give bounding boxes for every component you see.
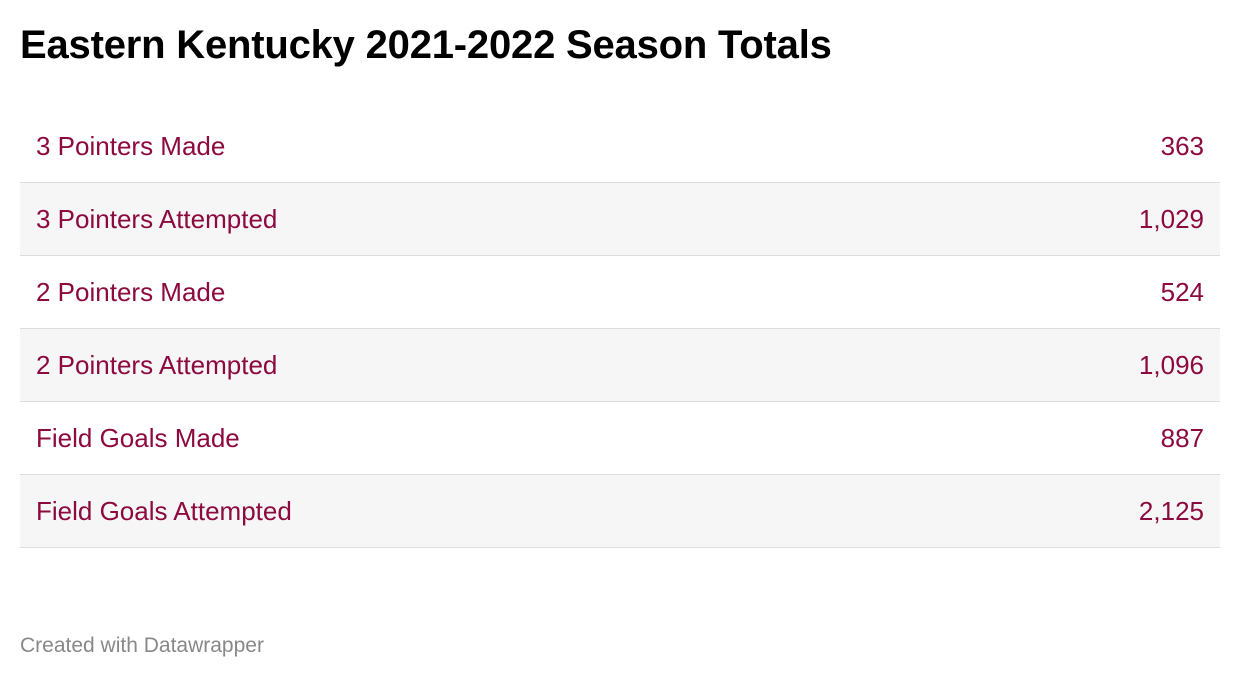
table-row: 2 Pointers Attempted 1,096 xyxy=(20,329,1220,402)
stats-table: 3 Pointers Made 363 3 Pointers Attempted… xyxy=(20,110,1220,548)
row-value: 887 xyxy=(1160,422,1204,453)
row-label: 3 Pointers Made xyxy=(36,130,226,161)
row-label: 3 Pointers Attempted xyxy=(36,203,278,234)
table-row: Field Goals Attempted 2,125 xyxy=(20,475,1220,548)
table-row: 2 Pointers Made 524 xyxy=(20,256,1220,329)
row-label: Field Goals Attempted xyxy=(36,495,292,526)
row-label: Field Goals Made xyxy=(36,422,240,453)
row-value: 2,125 xyxy=(1138,495,1204,526)
row-value: 1,096 xyxy=(1138,349,1204,380)
table-row: 3 Pointers Made 363 xyxy=(20,110,1220,183)
datawrapper-credit[interactable]: Created with Datawrapper xyxy=(20,634,264,657)
row-value: 1,029 xyxy=(1138,203,1204,234)
row-label: 2 Pointers Attempted xyxy=(36,349,278,380)
chart-title: Eastern Kentucky 2021-2022 Season Totals xyxy=(20,23,832,67)
row-value: 524 xyxy=(1160,276,1204,307)
row-label: 2 Pointers Made xyxy=(36,276,226,307)
table-row: 3 Pointers Attempted 1,029 xyxy=(20,183,1220,256)
row-value: 363 xyxy=(1160,130,1204,161)
table-row: Field Goals Made 887 xyxy=(20,402,1220,475)
